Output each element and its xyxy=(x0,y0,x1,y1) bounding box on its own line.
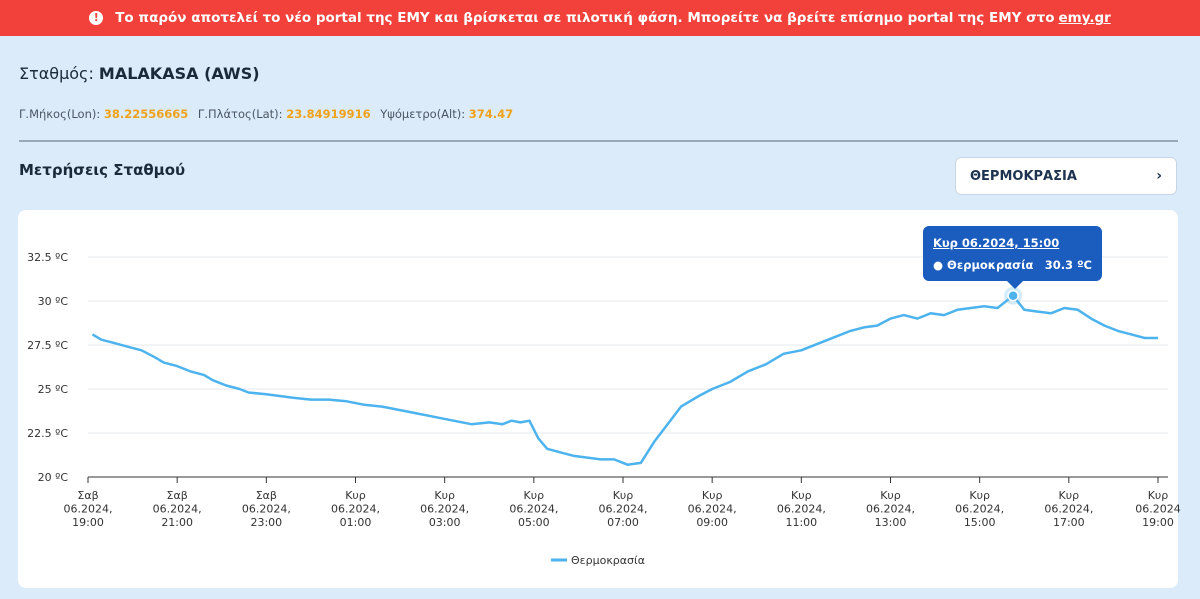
exclamation-icon: ! xyxy=(89,11,104,25)
tooltip-value: 30.3 ºC xyxy=(1044,258,1092,272)
lon-label: Γ.Μήκος(Lon): xyxy=(19,107,101,121)
lat-label: Γ.Πλάτος(Lat): xyxy=(197,107,283,121)
x-tick-label: Κυρ 06.2024, 03:00 xyxy=(420,489,469,529)
alt-label: Υψόμετρο(Alt): xyxy=(380,107,466,121)
y-tick-label: 25 ºC xyxy=(38,383,69,396)
x-tick-label: Σαβ 06.2024, 19:00 xyxy=(64,489,113,529)
x-tick-label: Κυρ 06.2024, 09:00 xyxy=(688,489,737,529)
y-tick-label: 27.5 ºC xyxy=(27,339,68,352)
lat-value: 23.84919916 xyxy=(286,107,371,121)
chart-tooltip: Κυρ 06.2024, 15:00 ● Θερμοκρασία 30.3 ºC xyxy=(923,226,1102,289)
x-tick-label: Κυρ 06.2024 19:00 xyxy=(1135,489,1181,529)
measurement-type-label: ΘΕΡΜΟΚΡΑΣΙΑ xyxy=(970,168,1077,184)
banner-text: Το παρόν αποτελεί το νέο portal της ΕΜΥ … xyxy=(115,10,1055,26)
y-tick-label: 20 ºC xyxy=(38,471,69,484)
legend-label: Θερμοκρασία xyxy=(571,554,645,567)
x-tick-label: Σαβ 06.2024, 23:00 xyxy=(242,489,291,529)
x-tick-label: Κυρ 06.2024, 07:00 xyxy=(599,489,648,529)
alt-value: 374.47 xyxy=(468,107,514,121)
station-coordinates: Γ.Μήκος(Lon): 38.22556665 Γ.Πλάτος(Lat):… xyxy=(19,107,519,121)
emy-link[interactable]: emy.gr xyxy=(1058,10,1111,26)
station-heading: Σταθμός: MALAKASA (AWS) xyxy=(19,64,260,83)
station-name: MALAKASA (AWS) xyxy=(98,64,260,83)
pilot-banner: ! Το παρόν αποτελεί το νέο portal της ΕΜ… xyxy=(0,0,1200,36)
chart-grid xyxy=(88,256,1168,478)
x-tick-label: Κυρ 06.2024, 05:00 xyxy=(509,489,558,529)
x-tick-label: Κυρ 06.2024, 13:00 xyxy=(866,489,915,529)
series-line-temperature xyxy=(91,294,1158,466)
station-label: Σταθμός: xyxy=(19,64,94,83)
section-divider xyxy=(19,140,1178,142)
x-tick-label: Κυρ 06.2024, 17:00 xyxy=(1044,489,1093,529)
y-tick-label: 30 ºC xyxy=(38,295,69,308)
x-tick-label: Κυρ 06.2024, 01:00 xyxy=(331,489,380,529)
x-tick-label: Κυρ 06.2024, 15:00 xyxy=(955,489,1004,529)
x-tick-label: Κυρ 06.2024, 11:00 xyxy=(777,489,826,529)
chevron-right-icon: › xyxy=(1156,168,1162,184)
y-tick-label: 32.5 ºC xyxy=(27,251,68,264)
y-axis-ticks: 20 ºC 22.5 ºC 25 ºC 27.5 ºC 30 ºC 32.5 ºC xyxy=(27,251,68,484)
highlight-marker xyxy=(1007,289,1019,302)
x-tick-label: Σαβ 06.2024, 21:00 xyxy=(153,489,202,529)
chart-legend: Θερμοκρασία xyxy=(551,554,645,567)
lon-value: 38.22556665 xyxy=(103,107,189,121)
tooltip-date: Κυρ 06.2024, 15:00 xyxy=(933,236,1060,250)
y-tick-label: 22.5 ºC xyxy=(27,427,68,440)
measurement-type-select[interactable]: ΘΕΡΜΟΚΡΑΣΙΑ › xyxy=(955,157,1177,195)
tooltip-series: ● Θερμοκρασία xyxy=(933,258,1034,272)
x-axis-ticks: Σαβ 06.2024, 19:00 Σαβ 06.2024, 21:00 Σαβ 06.20… xyxy=(64,477,1181,529)
measurements-title: Μετρήσεις Σταθμού xyxy=(19,161,186,179)
highlight-point xyxy=(1004,286,1023,305)
